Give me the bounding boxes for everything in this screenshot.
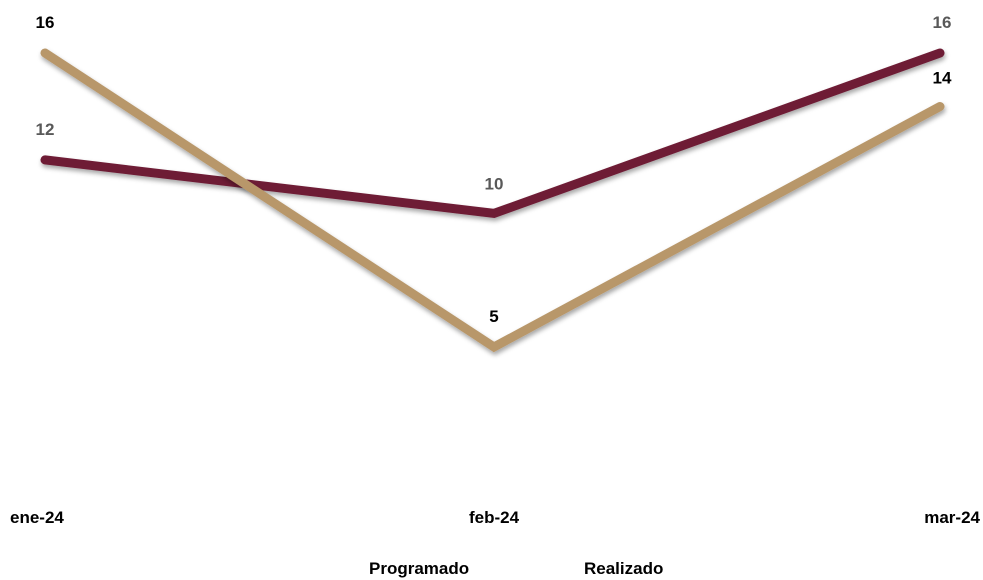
x-tick-label-ene-24: ene-24 — [10, 508, 64, 527]
x-axis-ticks: ene-24 feb-24 mar-24 — [10, 508, 981, 527]
legend-label-programado: Programado — [369, 559, 469, 578]
data-label-programado-ene-24: 12 — [36, 120, 55, 139]
series-line-realizado — [40, 48, 945, 353]
legend-item-programado[interactable]: Programado — [308, 559, 469, 578]
x-tick-label-feb-24: feb-24 — [469, 508, 520, 527]
series-layer — [40, 48, 945, 353]
data-label-realizado-feb-24: 5 — [489, 307, 498, 326]
x-tick-label-mar-24: mar-24 — [924, 508, 980, 527]
data-label-programado-mar-24: 16 — [933, 13, 952, 32]
data-label-realizado-ene-24: 16 — [36, 13, 55, 32]
data-label-realizado-mar-24: 14 — [933, 68, 952, 87]
legend-label-realizado: Realizado — [584, 559, 663, 578]
legend: Programado Realizado — [308, 559, 663, 578]
series-line-programado — [40, 48, 945, 218]
data-label-programado-feb-24: 10 — [485, 174, 504, 193]
data-label-layer: 12 10 16 16 5 14 — [36, 13, 952, 326]
legend-item-realizado[interactable]: Realizado — [524, 559, 663, 578]
